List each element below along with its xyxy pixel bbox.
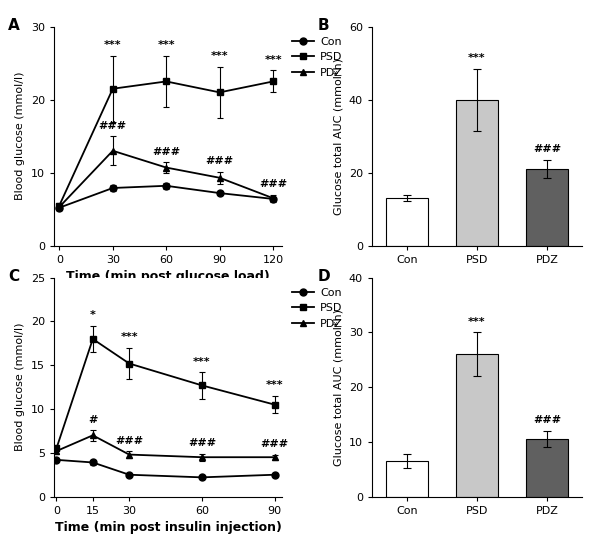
Text: ###: ###: [99, 121, 127, 131]
Text: ***: ***: [121, 332, 138, 342]
Bar: [526, 169, 568, 246]
Text: ###: ###: [259, 179, 287, 189]
Text: #: #: [88, 414, 97, 425]
X-axis label: Time (min post glucose load): Time (min post glucose load): [66, 270, 270, 283]
Bar: [386, 461, 428, 497]
Y-axis label: Blood glucose (mmol/l): Blood glucose (mmol/l): [15, 72, 25, 200]
Text: B: B: [317, 18, 329, 33]
Text: ***: ***: [266, 380, 284, 390]
Bar: [526, 439, 568, 497]
Text: A: A: [8, 18, 20, 33]
Text: ###: ###: [188, 438, 216, 448]
Text: ###: ###: [533, 415, 561, 426]
Text: ***: ***: [104, 41, 122, 50]
Bar: [456, 100, 498, 246]
Legend: Con, PSD, PDZ: Con, PSD, PDZ: [292, 37, 343, 78]
Text: C: C: [8, 269, 20, 284]
Legend: Con, PSD, PDZ: Con, PSD, PDZ: [292, 288, 343, 329]
Text: ***: ***: [157, 41, 175, 50]
Y-axis label: Glucose total AUC (mmol*h): Glucose total AUC (mmol*h): [333, 309, 343, 466]
X-axis label: Time (min post insulin injection): Time (min post insulin injection): [55, 521, 281, 534]
Text: ***: ***: [211, 51, 229, 61]
Text: *: *: [90, 310, 96, 320]
Text: ###: ###: [115, 436, 143, 445]
Y-axis label: Blood glucose (mmol/l): Blood glucose (mmol/l): [15, 323, 25, 451]
Text: ***: ***: [468, 317, 486, 327]
Bar: [386, 198, 428, 246]
Text: ###: ###: [206, 156, 234, 167]
Text: ***: ***: [264, 55, 282, 65]
Text: D: D: [317, 269, 330, 284]
Y-axis label: Glucose total AUC (mmol*h): Glucose total AUC (mmol*h): [333, 58, 343, 215]
Text: ###: ###: [260, 439, 289, 449]
Text: ***: ***: [468, 53, 486, 63]
Text: ###: ###: [152, 147, 180, 157]
Bar: [456, 355, 498, 497]
Text: ###: ###: [533, 144, 561, 154]
Text: ***: ***: [193, 357, 211, 367]
